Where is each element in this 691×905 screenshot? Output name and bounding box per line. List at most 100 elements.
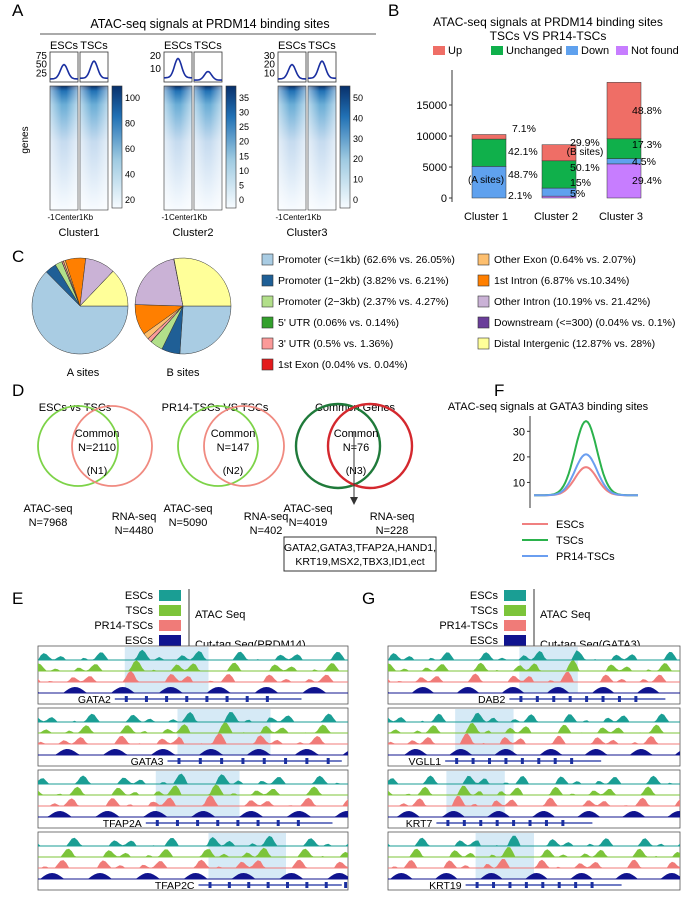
track-signal — [38, 649, 348, 660]
bar-ytick-label: 15000 — [416, 100, 447, 112]
track-legend-swatch — [504, 590, 526, 601]
track-legend-label: ESCs — [470, 590, 499, 602]
heatmap-xtick: Center — [169, 213, 193, 222]
legend-swatch-unchanged — [491, 46, 503, 55]
colorbar-tick: 50 — [353, 93, 363, 103]
track-legend-swatch — [159, 620, 181, 631]
panel-c: C A sites B sites Promoter (<=1kb) (62.6… — [12, 247, 676, 379]
venn-arrow-head — [350, 497, 358, 505]
gene-list-line2: KRT19,MSX2,TBX3,ID1,ect — [295, 556, 424, 568]
profile-line — [278, 63, 306, 80]
gene-model-exon — [537, 758, 541, 764]
bar-data-label: 17.3% — [632, 139, 662, 151]
panel-f: F ATAC-seq signals at GATA3 binding site… — [448, 381, 649, 563]
bar-ytick-label: 10000 — [416, 131, 447, 143]
venn-right-n: N=402 — [250, 525, 283, 537]
panel-b-title: ATAC-seq signals at PRDM14 binding sites — [433, 15, 663, 29]
heatmap-col-label: ESCs — [278, 40, 307, 52]
heatmap-col-label: TSCs — [194, 40, 222, 52]
gene-model-exon — [205, 696, 209, 702]
pie-slice — [173, 257, 232, 307]
gene-model-exon — [528, 820, 532, 826]
gene-model-exon — [227, 882, 231, 888]
venn-right-label: RNA-seq — [370, 511, 415, 523]
venn-circle-atac — [294, 402, 382, 490]
heatmap-cluster-2: ESCs TSCs 20 10 -1 Center 1Kb Cluster2 35 30 25 20 1… — [150, 40, 249, 239]
panel-d: D ESCs vs TSCsCommonN=2110(N1)ATAC-seqN=… — [12, 381, 437, 572]
track-legend-swatch — [159, 605, 181, 616]
venn-right-n: N=4480 — [115, 525, 154, 537]
heatmap-xtick: -1 — [47, 213, 55, 222]
track-gene-label: TFAP2C — [155, 880, 195, 892]
note-a-sites: (A sites) — [468, 175, 504, 186]
panel-f-letter: F — [494, 381, 504, 400]
gene-model-exon — [519, 696, 523, 702]
heatmap-col-label: ESCs — [164, 40, 193, 52]
profile-tick: 20 — [150, 51, 162, 62]
pie-slice — [134, 258, 184, 307]
colorbar-tick: 40 — [353, 113, 363, 123]
gene-model-exon — [296, 820, 300, 826]
colorbar-tick: 35 — [239, 93, 249, 103]
gene-model-exon — [475, 882, 479, 888]
cluster-label: Cluster3 — [287, 227, 328, 239]
panel-a: A ATAC-seq signals at PRDM14 binding sit… — [12, 1, 376, 239]
gene-model-exon — [256, 820, 260, 826]
panel-b-letter: B — [388, 1, 399, 20]
gene-model-exon — [524, 882, 528, 888]
gene-model-exon — [552, 696, 556, 702]
gene-model-exon — [165, 696, 169, 702]
venn-title: PR14-TSCs VS TSCs — [162, 402, 269, 414]
heatmap-frame — [79, 85, 109, 211]
panel-a-letter: A — [12, 1, 24, 20]
cluster-label: Cluster1 — [59, 227, 100, 239]
gene-model-exon — [544, 820, 548, 826]
profile-legend-label: ESCs — [556, 519, 585, 531]
track-signal — [38, 835, 348, 846]
bar-data-label: 50.1% — [570, 162, 600, 174]
legend-swatch-not-found — [616, 46, 628, 55]
venn-common-label: Common — [75, 428, 120, 440]
colorbar-tick: 10 — [353, 175, 363, 185]
heatmap-shade — [194, 86, 222, 210]
panel-a-ylabel: genes — [20, 126, 31, 153]
bar-ytick-label: 5000 — [423, 162, 447, 174]
track-signal — [38, 660, 348, 671]
heatmap-xtick: 1Kb — [193, 213, 208, 222]
gene-model-exon — [236, 820, 240, 826]
gene-model-exon — [585, 696, 589, 702]
heatmap-shade — [80, 86, 108, 210]
bar-segment — [541, 144, 577, 162]
bar-data-label: 15% — [570, 177, 591, 189]
colorbar-tick: 100 — [125, 93, 140, 103]
track-signal — [38, 722, 348, 733]
pie-legend-swatch — [477, 274, 490, 287]
bar-category-label: Cluster 1 — [464, 211, 508, 223]
pie-legend-swatch — [261, 253, 274, 266]
pie-a-label: A sites — [67, 367, 100, 379]
legend-label: Up — [448, 45, 462, 57]
gene-list-line1: GATA2,GATA3,TFAP2A,HAND1, — [284, 542, 436, 554]
bar-segment — [541, 160, 577, 189]
heatmap-shade — [308, 86, 336, 210]
profile-ytick-label: 10 — [513, 477, 525, 489]
profile-tick: 20 — [264, 60, 276, 71]
gene-model-exon — [574, 882, 578, 888]
stacked-bar-chart: 0 5000 10000 15000 Cluster 1 Cluster 2 Cluster… — [416, 70, 662, 223]
profile-ytick-label: 30 — [513, 426, 525, 438]
gene-model-exon — [177, 758, 181, 764]
track-signal — [38, 784, 348, 795]
venn-common-n: N=2110 — [78, 442, 116, 454]
track-legend-label: TSCs — [126, 605, 154, 617]
venn-right-label: RNA-seq — [112, 511, 157, 523]
bar-data-label: 42.1% — [508, 146, 538, 158]
pie-legend-label: 3' UTR (0.5% vs. 1.36%) — [278, 338, 393, 350]
venn-right-n: N=228 — [376, 525, 409, 537]
gene-model-exon — [462, 820, 466, 826]
gene-model-exon — [601, 696, 605, 702]
pie-slice — [179, 305, 232, 355]
